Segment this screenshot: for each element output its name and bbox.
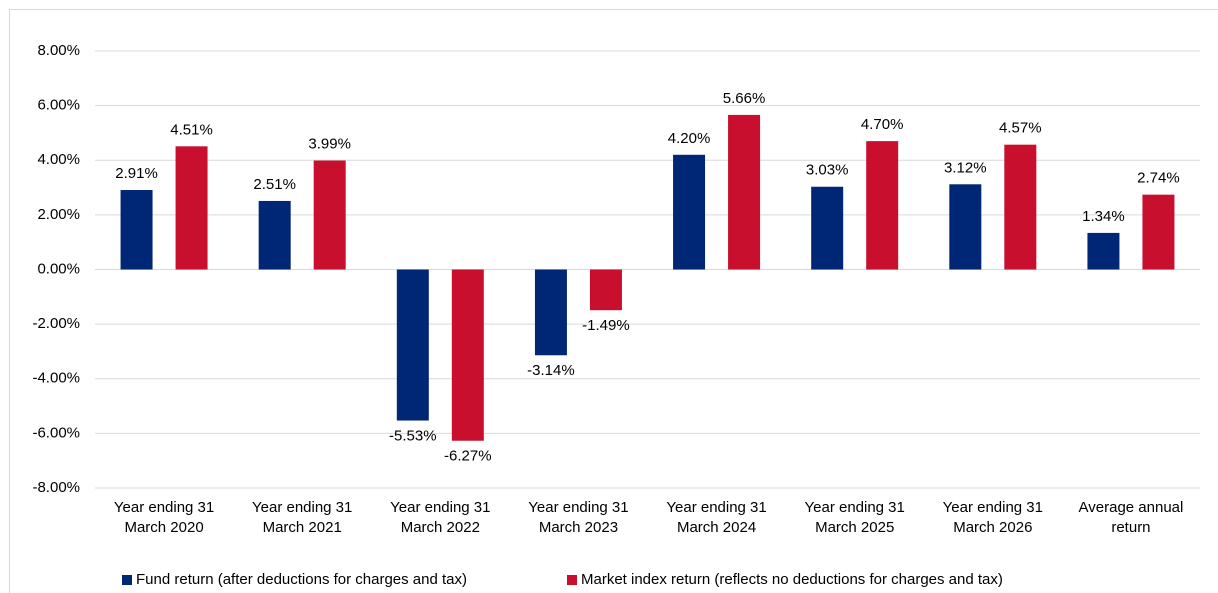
data-label: 4.57% (999, 120, 1042, 137)
bar (811, 186, 844, 270)
y-tick-label: 6.00% (37, 97, 80, 114)
x-tick-label: Year ending 31 March 2024 (666, 499, 767, 536)
data-label: -6.27% (444, 448, 492, 465)
legend-item: Market index return (reflects no deducti… (567, 571, 1003, 588)
y-tick-label: 0.00% (37, 260, 80, 277)
bar (120, 190, 153, 270)
y-tick-label: -6.00% (32, 424, 80, 441)
bar (1087, 232, 1120, 270)
y-tick-label: -8.00% (32, 479, 80, 496)
data-label: -3.14% (527, 362, 575, 379)
legend-label: Market index return (reflects no deducti… (581, 571, 1003, 588)
bar (258, 200, 291, 270)
data-label: 4.51% (170, 121, 213, 138)
bar (866, 141, 899, 270)
bar (1004, 144, 1037, 270)
bar (451, 269, 484, 441)
x-tick-label: Year ending 31 March 2026 (942, 499, 1043, 536)
bar (673, 154, 706, 270)
x-tick-label: Year ending 31 March 2020 (113, 499, 215, 536)
legend-label: Fund return (after deductions for charge… (136, 571, 468, 588)
y-tick-label: -4.00% (32, 370, 80, 387)
data-label: 4.20% (668, 130, 711, 147)
data-label: 2.74% (1137, 170, 1180, 187)
data-label: 4.70% (861, 116, 904, 133)
x-tick-label: Year ending 31 March 2025 (804, 499, 905, 536)
legend-item: Fund return (after deductions for charge… (122, 571, 467, 588)
bar (396, 269, 429, 421)
legend-swatch (567, 574, 577, 585)
data-label: 3.12% (944, 159, 987, 176)
data-label: 3.99% (308, 135, 351, 152)
data-label: -5.53% (389, 428, 437, 445)
bar (728, 114, 761, 270)
bar (949, 184, 982, 270)
data-label: 2.51% (253, 176, 296, 193)
bar (589, 269, 622, 311)
data-label: 3.03% (806, 162, 849, 179)
bar (313, 160, 346, 270)
data-label: 2.91% (115, 165, 158, 182)
x-tick-label: Average annual return (1078, 499, 1184, 536)
x-tick-label: Year ending 31 March 2023 (528, 499, 629, 536)
chart-border (9, 9, 1218, 593)
x-tick-label: Year ending 31 March 2021 (252, 499, 353, 536)
y-tick-label: 4.00% (37, 151, 80, 168)
y-tick-label: 8.00% (37, 42, 80, 59)
data-label: -1.49% (582, 317, 630, 334)
y-tick-label: 2.00% (37, 206, 80, 223)
bar (175, 146, 208, 270)
legend-swatch (122, 574, 132, 585)
x-tick-label: Year ending 31 March 2022 (390, 499, 491, 536)
bar (534, 269, 567, 356)
bar (1142, 194, 1175, 270)
data-label: 1.34% (1082, 208, 1125, 225)
data-label: 5.66% (723, 90, 766, 107)
y-tick-label: -2.00% (32, 315, 80, 332)
